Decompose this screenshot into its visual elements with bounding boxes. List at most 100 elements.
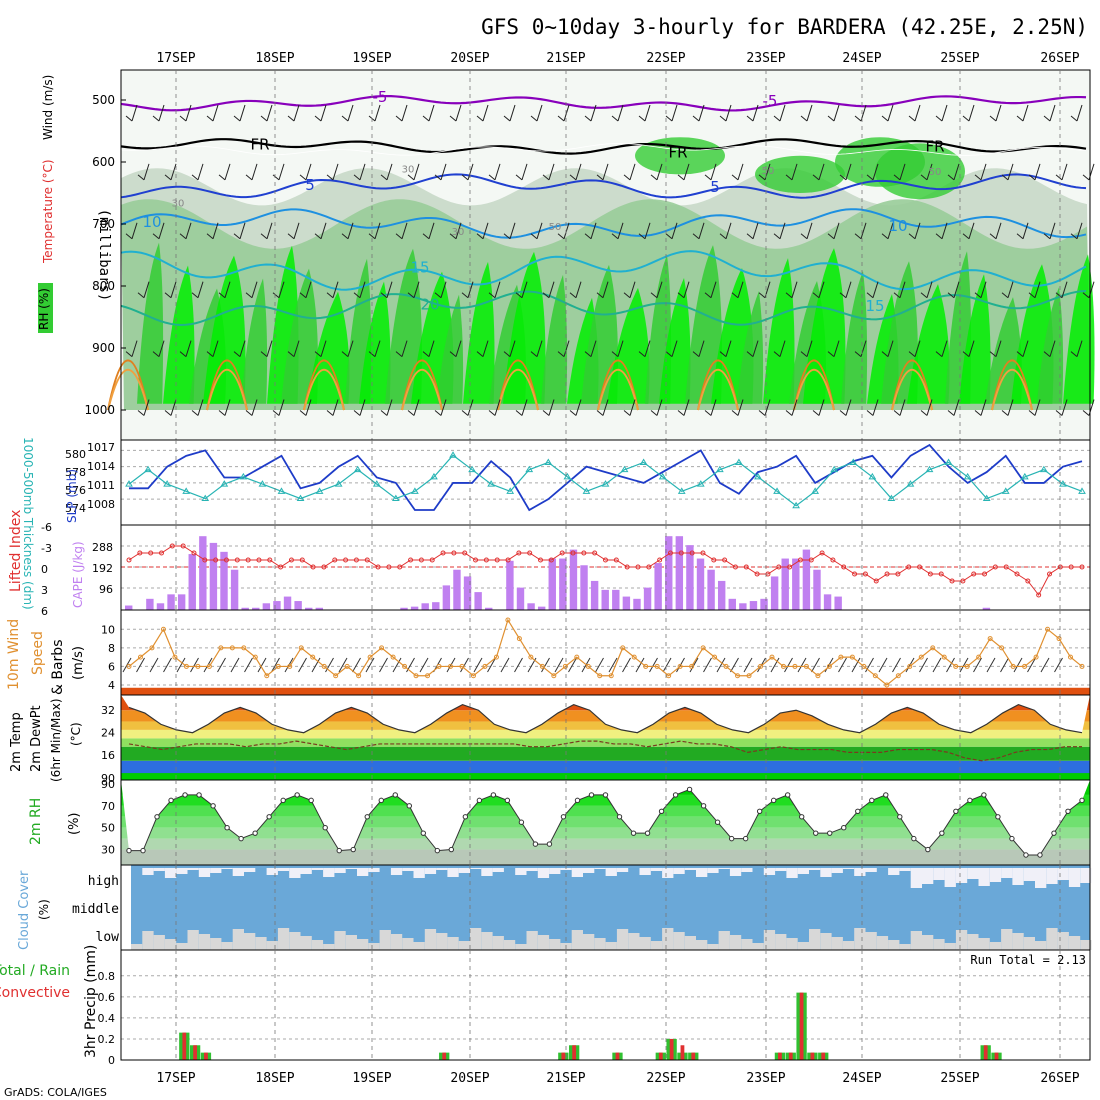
wind-barb-flag [650,410,658,416]
wind-barb-flag [719,233,727,240]
wind-barb [899,163,906,181]
cloud-low-bar [944,943,956,950]
wind-barb [563,340,570,357]
rh-plume [985,297,1022,404]
precip-convective-bar [204,1052,208,1060]
surface-temp-arc [991,359,1033,411]
rh-point [981,792,987,798]
cloud-low-bar [696,940,708,950]
thickness-point [639,458,648,465]
wind-barb [131,340,138,357]
cloud-high-bar [989,868,1002,882]
wind-speed-point [425,673,431,679]
precip-convective-bar [994,1052,999,1060]
precip-convective-bar [799,992,804,1060]
lifted-index-point [841,564,847,570]
lifted-index-point [1068,564,1074,570]
lifted-index-point [180,543,186,549]
cloud-low-bar [334,931,346,950]
wind-barb-flag [1001,410,1009,416]
wind10-speed-label: Speed [30,631,46,675]
cloud-high-bar [854,868,866,876]
pressure-tick-label: 500 [92,93,115,107]
cloud-high-bar [978,868,990,886]
contour-label: 50 [549,222,562,233]
cloud-low-bar [289,932,301,950]
wind-barb-flag [299,410,307,416]
wind-barb-flag [125,351,133,357]
wind-barb-flag [962,233,970,240]
rh-plume [881,261,918,404]
wind-barb [980,399,987,416]
cloud-low-bar [198,934,211,950]
lifted-index-point [462,550,468,556]
wind-barb [536,222,543,239]
surface-wind-barb [473,657,483,673]
wind-barb-flag [569,292,577,299]
dewpoint-axis-label: 2m DewPt [29,705,44,772]
lifted-index-point [397,564,403,570]
wind-barb-flag [449,233,457,240]
wind-barb-flag [827,233,835,240]
wind-barb-flag [179,351,187,357]
wind-barb [656,399,663,416]
cloud-low-bar [967,934,979,950]
wind-barb [467,163,474,181]
temp-band [121,721,1090,730]
wind-barb-flag [839,292,847,299]
lifted-index-point [386,564,392,570]
wind-barb [899,399,906,416]
rh-point [897,814,903,820]
wind-barb-flag [218,410,226,416]
cloud-low-bar [176,943,188,950]
wind-barb-flag [800,233,808,240]
wind-barb [482,104,489,122]
wind-barb [536,340,543,357]
wind-barb-flag [596,410,604,416]
cloud-high-bar [865,868,877,872]
cloud-high-bar [357,868,369,876]
wind-barb [791,281,798,298]
temperature-contour [120,250,1087,291]
rh-point [504,797,511,804]
wind-barb-flag [461,292,469,299]
rh-point [1051,830,1057,836]
rh-point [967,797,973,804]
wind-barb-flag [1016,351,1024,357]
surface-temp-arc [991,368,1033,411]
wind-speed-point [482,663,488,669]
thickness-point [487,480,496,487]
wind-barb-flag [974,174,982,181]
cloud-high-bar [492,868,504,872]
wind-barb [683,281,690,298]
cape-bar [167,594,175,610]
wind-barb-flag [218,174,226,181]
wind-barb [590,104,597,122]
cape-bar [421,603,429,610]
cloud-low-bar [616,929,629,950]
wind-barb-flag [191,174,199,181]
wind-barb-flag [839,410,847,416]
wind-barb [980,281,987,298]
cloud-low-bar [628,933,640,950]
cloud-low-bar [594,938,606,950]
cape-bar [230,569,239,610]
lifted-index-point [353,557,359,563]
wind-barb-flag [476,351,484,357]
date-label-top: 25SEP [940,51,979,66]
surface-wind-barb [595,657,604,673]
rh-plume [541,274,568,404]
wind-barb-flag [650,174,658,181]
rh-point [476,797,483,804]
cloud-low-bar [820,933,832,950]
wind-barb [833,104,840,122]
rh-point [995,814,1001,820]
cloud-high-bar [300,868,312,874]
surface-wind-barb [1040,657,1050,673]
wind-speed-point [206,663,212,669]
wind-barb-flag [179,115,187,122]
thickness-axis-label: 1000-500mb Thickness (dm) [21,437,35,610]
wind-barb-flag [704,174,712,181]
wind-speed-point [723,663,729,669]
cloud-low-bar [390,934,403,950]
